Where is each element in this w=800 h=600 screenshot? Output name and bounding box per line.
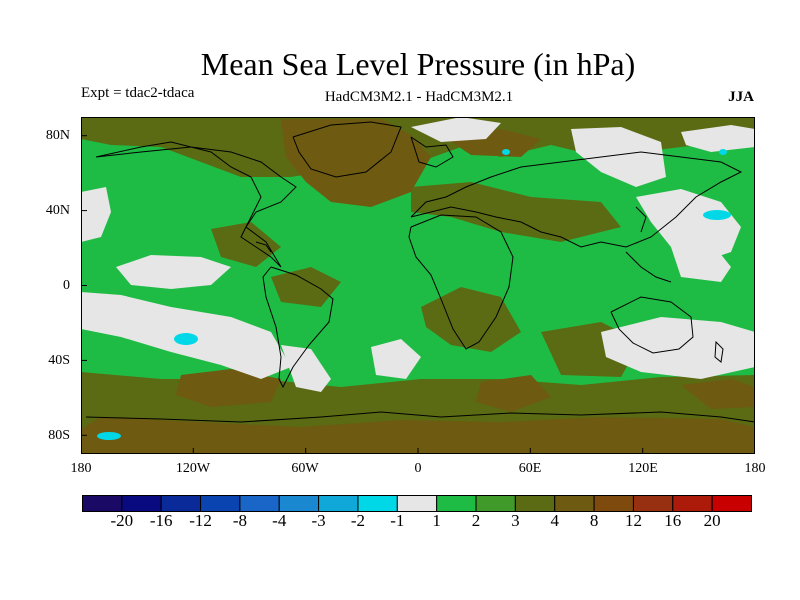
colorbar-swatch [711, 495, 752, 512]
colorbar-label: 12 [624, 511, 642, 530]
colorbar-swatch [121, 495, 162, 512]
colorbar-label: 1 [432, 511, 441, 530]
colorbar-swatch [475, 495, 516, 512]
lon-label-180w: 180 [70, 461, 92, 476]
colorbar-label: -20 [110, 511, 134, 530]
season-label: JJA [728, 89, 754, 105]
pressure-map [81, 117, 755, 454]
experiment-label: Expt = tdac2-tdaca [81, 85, 195, 101]
colorbar-swatch [318, 495, 359, 512]
lat-label-0: 0 [63, 278, 70, 293]
colorbar-label: -2 [350, 511, 366, 530]
lat-label-40s: 40S [48, 353, 70, 368]
colorbar-swatch [278, 495, 320, 512]
lon-label-180e: 180 [744, 461, 766, 476]
colorbar-label: -3 [311, 511, 326, 530]
colorbar-label: 20 [703, 511, 721, 530]
colorbar-label: 16 [664, 511, 682, 530]
lon-label-60w: 60W [291, 461, 319, 476]
field-weak-negative [97, 149, 731, 440]
colorbar-swatch [82, 495, 123, 512]
lat-ticks [81, 135, 87, 436]
lon-label-120e: 120E [628, 461, 658, 476]
colorbar-swatch [672, 495, 713, 512]
lon-label-60e: 60E [518, 461, 542, 476]
colorbar-label: -4 [272, 511, 287, 530]
colorbar-label: -1 [390, 511, 405, 530]
colorbar-swatch [160, 495, 202, 512]
colorbar-swatch [514, 495, 556, 512]
colorbar-swatch [436, 495, 477, 512]
colorbar [82, 495, 752, 512]
map-title: Mean Sea Level Pressure (in hPa) [200, 46, 636, 82]
colorbar-label: -12 [189, 511, 212, 530]
lon-label-0: 0 [414, 461, 422, 476]
colorbar-label: 4 [550, 511, 559, 530]
colorbar-swatch [593, 495, 634, 512]
colorbar-label: -8 [232, 511, 247, 530]
lat-label-80s: 80S [48, 428, 70, 443]
colorbar-swatch [632, 495, 674, 512]
colorbar-label: 2 [471, 511, 481, 530]
colorbar-swatch [239, 495, 280, 512]
colorbar-swatch [554, 495, 595, 512]
lon-label-120w: 120W [175, 461, 211, 476]
lat-label-40n: 40N [45, 203, 70, 218]
colorbar-swatch [396, 495, 438, 512]
colorbar-label: 3 [511, 511, 520, 530]
colorbar-swatch [357, 495, 398, 512]
model-label: HadCM3M2.1 - HadCM3M2.1 [324, 89, 514, 105]
colorbar-label: 8 [589, 511, 599, 530]
colorbar-swatch [200, 495, 241, 512]
colorbar-label: -16 [149, 511, 173, 530]
lon-ticks [192, 448, 644, 454]
coastlines [85, 121, 755, 423]
lat-label-80n: 80N [45, 128, 70, 143]
